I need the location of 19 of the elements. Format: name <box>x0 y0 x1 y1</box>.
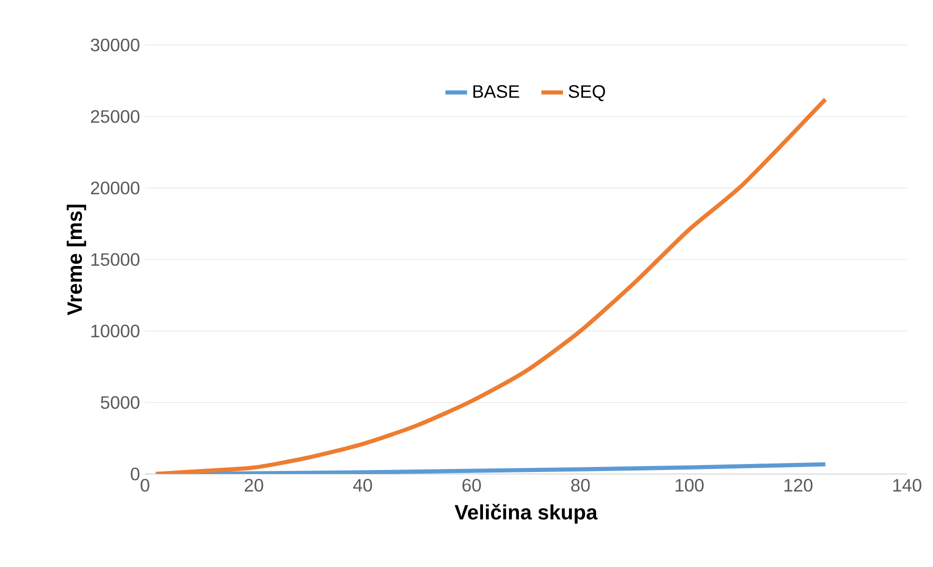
x-tick-label: 20 <box>244 478 264 492</box>
y-tick-label: 20000 <box>91 182 140 194</box>
legend-label: BASE <box>473 85 520 98</box>
y-tick-label: 25000 <box>91 110 140 123</box>
y-tick-label: 15000 <box>91 253 140 266</box>
y-tick-label: 10000 <box>91 324 140 338</box>
x-tick-label: 100 <box>676 478 704 492</box>
x-tick-label: 140 <box>893 478 922 492</box>
x-tick-label: 60 <box>462 478 481 492</box>
x-tick-label: 80 <box>571 478 590 492</box>
legend-label: SEQ <box>568 85 606 102</box>
y-tick-label: 5000 <box>100 396 140 409</box>
x-tick-label: 40 <box>353 478 372 492</box>
x-tick-label: 0 <box>140 478 150 492</box>
x-tick-label: 120 <box>784 478 812 492</box>
x-axis-title: Veličina skupa <box>454 504 598 524</box>
y-axis-title: Vreme [ms] <box>66 204 86 316</box>
y-tick-label: 30000 <box>90 38 140 52</box>
y-tick-label: 0 <box>130 468 140 480</box>
